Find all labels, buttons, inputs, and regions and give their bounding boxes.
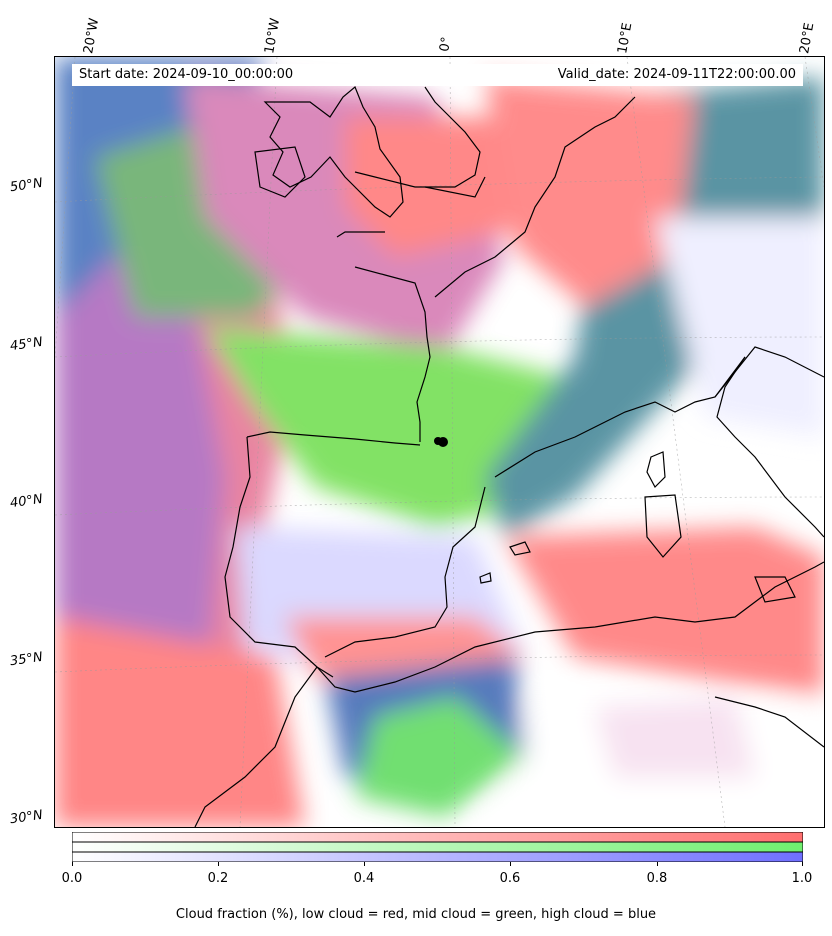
colorbar-high-cloud-row (72, 851, 803, 862)
lat-label-50n: 50°N (9, 175, 44, 196)
lon-label-20e: 20°E (797, 21, 818, 56)
cloud-fields (55, 57, 824, 827)
colorbar-tick-label: 0.0 (61, 871, 83, 886)
graticule (55, 57, 824, 827)
lon-label-10e: 10°E (615, 21, 636, 56)
colorbar-tickmark (72, 862, 73, 866)
colorbar-tick-label: 1.0 (791, 871, 813, 886)
colorbar-tickmark (657, 862, 658, 866)
coastlines (194, 86, 824, 827)
location-marker (434, 437, 448, 447)
valid-date-text: Valid_date: 2024-09-11T22:00:00.00 (557, 67, 796, 82)
colorbar-tickmark (510, 862, 511, 866)
colorbar-mid-cloud-row (72, 841, 803, 853)
colorbar-tickmark (364, 862, 365, 866)
lon-label-0: 0° (437, 35, 455, 53)
lat-label-40n: 40°N (9, 491, 44, 512)
lat-label-30n: 30°N (9, 807, 44, 828)
colorbar-tick-label: 0.6 (499, 871, 521, 886)
lat-label-35n: 35°N (9, 649, 44, 670)
colorbar-tick-label: 0.2 (207, 871, 229, 886)
colorbar-tick-label: 0.4 (353, 871, 375, 886)
lon-label-10w: 10°W (262, 17, 284, 55)
colorbar-tick-label: 0.8 (646, 871, 668, 886)
lon-label-20w: 20°W (81, 17, 103, 55)
date-info-box: Start date: 2024-09-10_00:00:00 Valid_da… (72, 64, 803, 86)
colorbar-label: Cloud fraction (%), low cloud = red, mid… (175, 907, 657, 922)
start-date-text: Start date: 2024-09-10_00:00:00 (79, 67, 294, 82)
lat-label-45n: 45°N (9, 334, 44, 355)
colorbar-tickmark (802, 862, 803, 866)
map-panel[interactable] (54, 56, 825, 828)
colorbar (72, 832, 803, 862)
cloud-fraction-map (55, 57, 824, 827)
colorbar-tickmark (218, 862, 219, 866)
colorbar-low-cloud-row (72, 832, 803, 843)
